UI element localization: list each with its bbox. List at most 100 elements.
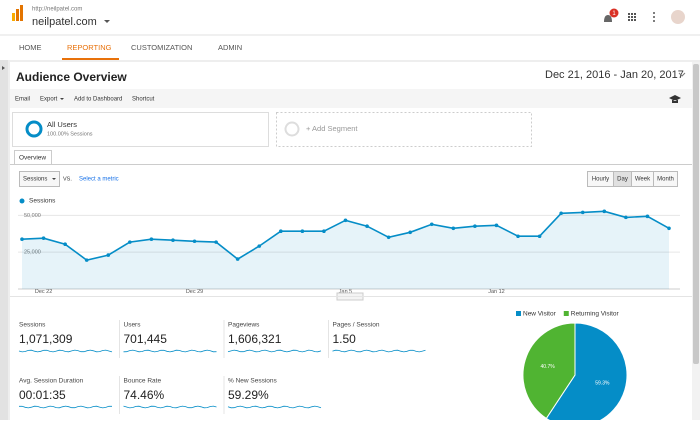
legend-marker xyxy=(19,198,25,204)
granularity-label[interactable]: Hourly xyxy=(592,177,609,183)
legend-label: Sessions xyxy=(29,198,56,205)
badge-count: 1 xyxy=(612,11,616,17)
tab-overview[interactable]: Overview xyxy=(19,155,46,162)
y-tick-label: 50,000 xyxy=(24,213,41,219)
point xyxy=(386,235,391,240)
granularity-button[interactable] xyxy=(653,171,678,187)
legend-label: Returning Visitor xyxy=(571,311,620,318)
sparkline xyxy=(123,349,217,353)
x-tick-label: Dec 22 xyxy=(35,289,52,295)
sessions-chart: 25,000 50,000 Dec 22 Dec 29 Jan 5 Jan 12 Sessi… xyxy=(18,198,680,295)
export-caret[interactable] xyxy=(60,98,64,100)
site-caret[interactable] xyxy=(104,20,110,23)
nav-customization[interactable]: CUSTOMIZATION xyxy=(131,43,192,52)
legend-swatch xyxy=(563,311,569,316)
point xyxy=(645,214,650,219)
metric-value: 59.29% xyxy=(228,388,269,402)
pie-slice xyxy=(545,322,628,425)
point xyxy=(149,237,154,241)
point xyxy=(300,229,305,234)
select-metric-link[interactable]: Select a metric xyxy=(79,177,119,183)
bell-icon[interactable] xyxy=(604,15,612,22)
site-name[interactable]: neilpatel.com xyxy=(32,16,97,28)
x-tick-label: Dec 29 xyxy=(186,289,203,295)
sparkline xyxy=(18,349,113,353)
apps-icon[interactable] xyxy=(628,13,636,21)
segment-detail: 100.00% Sessions xyxy=(47,131,93,137)
vs-label: VS. xyxy=(63,176,72,182)
metric-value: 1,606,321 xyxy=(228,332,282,346)
point xyxy=(602,209,607,214)
metric-label: Pageviews xyxy=(228,322,260,329)
area xyxy=(22,211,669,289)
toolbar-email[interactable]: Email xyxy=(15,97,30,103)
point xyxy=(408,230,413,235)
granularity-group: Hourly Day Week Month xyxy=(587,171,678,187)
metric-value: 74.46% xyxy=(124,388,165,402)
segment-card[interactable] xyxy=(12,112,269,147)
nav-admin[interactable]: ADMIN xyxy=(218,43,242,52)
toolbar-export[interactable]: Export xyxy=(40,97,58,103)
granularity-label[interactable]: Week xyxy=(635,177,651,183)
legend-label: New Visitor xyxy=(523,311,557,318)
add-segment-ring xyxy=(284,121,300,137)
point xyxy=(192,239,197,244)
x-tick-label: Jan 12 xyxy=(488,289,505,295)
menu-icon[interactable] xyxy=(653,12,655,22)
toolbar xyxy=(10,89,692,108)
point xyxy=(365,224,369,229)
select-caret[interactable] xyxy=(52,178,56,180)
granularity-label[interactable]: Day xyxy=(617,177,628,183)
point xyxy=(667,226,671,231)
add-segment-card[interactable] xyxy=(276,112,532,147)
metric-select-label[interactable]: Sessions xyxy=(23,177,47,183)
metric-value: 1,071,309 xyxy=(19,332,73,346)
point xyxy=(624,215,628,220)
toolbar-shortcut[interactable]: Shortcut xyxy=(132,97,155,103)
y-tick-label: 25,000 xyxy=(24,250,41,256)
visitor-pie: New Visitor Returning Visitor 59.3% 40.7% xyxy=(516,311,628,425)
sparkline xyxy=(227,405,322,409)
legend-swatch xyxy=(516,311,521,316)
sparkline xyxy=(19,405,112,409)
avatar[interactable] xyxy=(671,10,685,24)
point xyxy=(279,229,283,234)
segment-ring xyxy=(25,120,43,138)
metric-label: Sessions xyxy=(19,322,46,329)
learn-icon[interactable] xyxy=(669,95,681,103)
logo xyxy=(12,5,23,21)
date-caret[interactable] xyxy=(678,72,686,77)
metric-label: Avg. Session Duration xyxy=(19,378,84,385)
header-bg xyxy=(0,0,700,35)
nav-home[interactable]: HOME xyxy=(19,43,42,52)
nav-underline xyxy=(62,58,119,60)
granularity-label[interactable]: Month xyxy=(657,177,674,183)
metric-value: 701,445 xyxy=(124,332,168,346)
point xyxy=(63,242,67,246)
point xyxy=(429,222,434,227)
add-segment[interactable]: + Add Segment xyxy=(306,124,358,133)
sidebar-toggle[interactable] xyxy=(2,66,5,70)
point xyxy=(84,258,89,262)
date-range[interactable]: Dec 21, 2016 - Jan 20, 2017 xyxy=(545,69,684,81)
metric-value: 00:01:35 xyxy=(19,388,66,402)
point xyxy=(214,240,218,244)
metric-select[interactable] xyxy=(19,171,60,187)
metric-label: Bounce Rate xyxy=(124,378,162,385)
scroll-thumb[interactable] xyxy=(693,64,699,364)
page-title: Audience Overview xyxy=(16,70,127,84)
sidebar[interactable] xyxy=(0,60,8,420)
pie-label: 40.7% xyxy=(541,364,556,370)
nav-reporting[interactable]: REPORTING xyxy=(67,43,112,52)
point xyxy=(106,253,111,257)
point xyxy=(128,240,132,244)
pie-slice xyxy=(522,322,576,420)
toolbar-dashboard[interactable]: Add to Dashboard xyxy=(74,97,122,103)
site-url: http://neilpatel.com xyxy=(32,7,82,13)
point xyxy=(537,234,542,239)
point xyxy=(494,223,499,228)
sparkline xyxy=(332,349,426,353)
point xyxy=(451,226,456,231)
